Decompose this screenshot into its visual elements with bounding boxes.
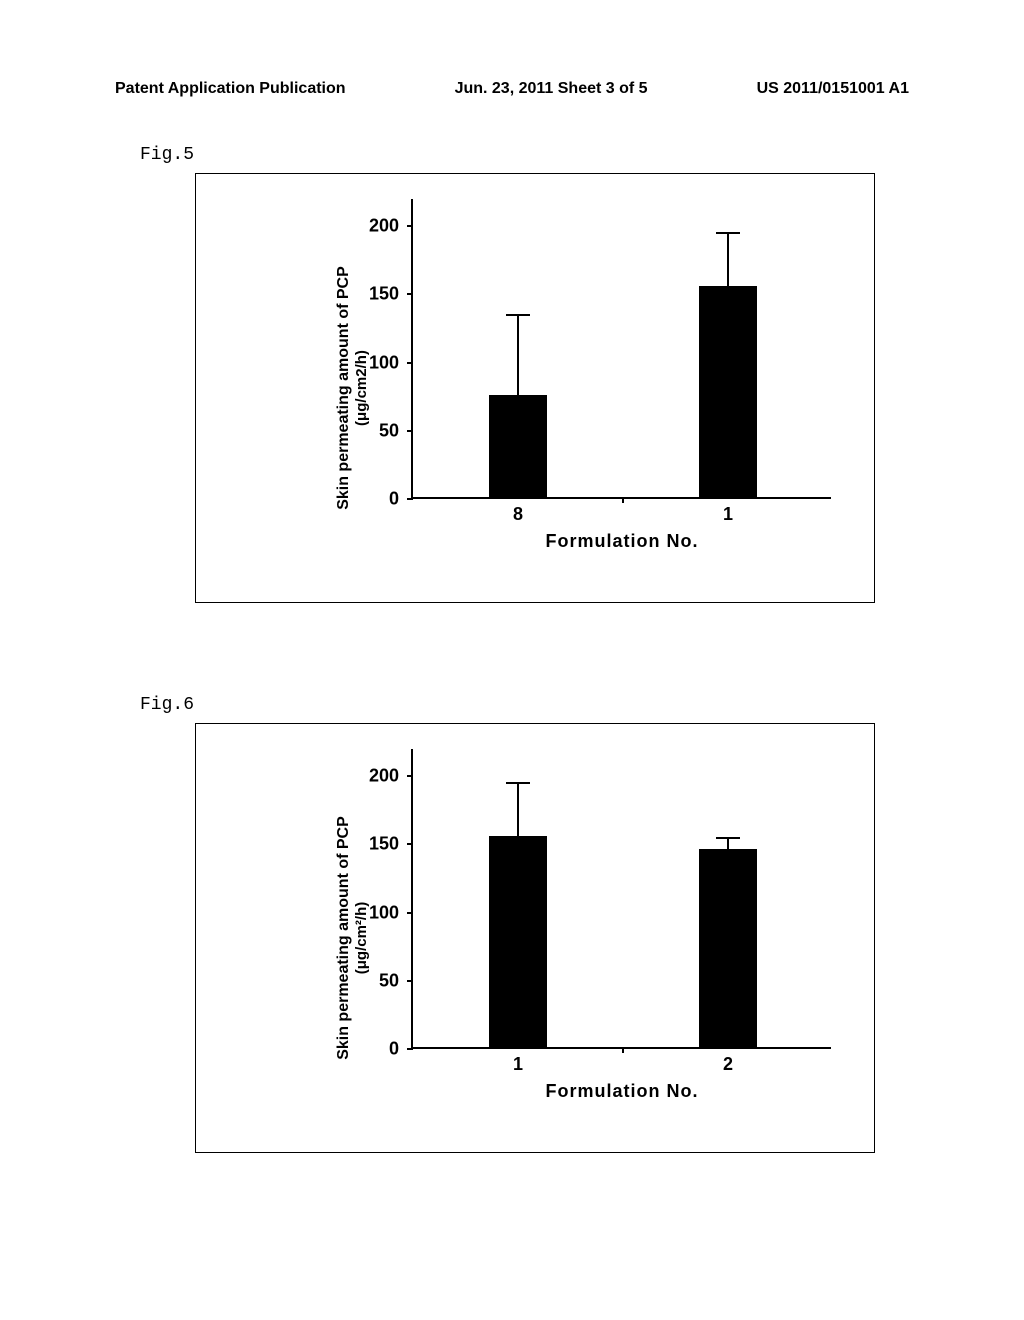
- xtick-label: 8: [513, 504, 523, 525]
- ytick-mark: [407, 775, 413, 777]
- xtick-label: 1: [723, 504, 733, 525]
- xtick-label: 1: [513, 1054, 523, 1075]
- error-cap: [506, 782, 530, 784]
- header-center: Jun. 23, 2011 Sheet 3 of 5: [455, 80, 648, 98]
- figure-5-chart: Skin permeating amount of PCP (μg/cm2/h)…: [195, 173, 875, 603]
- figure-6-label: Fig.6: [140, 695, 875, 715]
- ytick-label: 150: [369, 284, 399, 305]
- fig5-plot-area: Formulation No. 05010015020081: [411, 199, 831, 499]
- fig6-chart-inner: Formulation No. 05010015020012: [361, 749, 836, 1089]
- ytick-mark: [407, 430, 413, 432]
- ytick-label: 50: [379, 420, 399, 441]
- error-bar: [517, 783, 519, 838]
- figure-5-block: Fig.5 Skin permeating amount of PCP (μg/…: [140, 145, 875, 603]
- figure-5-label: Fig.5: [140, 145, 875, 165]
- xtick-label: 2: [723, 1054, 733, 1075]
- figure-6-chart: Skin permeating amount of PCP (μg/cm²/h)…: [195, 723, 875, 1153]
- ytick-label: 100: [369, 352, 399, 373]
- ytick-label: 200: [369, 766, 399, 787]
- error-bar: [727, 233, 729, 288]
- bar: [699, 286, 758, 497]
- fig5-chart-inner: Formulation No. 05010015020081: [361, 199, 836, 539]
- fig5-ylabel-main: Skin permeating amount of PCP: [334, 266, 353, 510]
- error-cap: [716, 837, 740, 839]
- error-cap: [716, 232, 740, 234]
- error-bar: [517, 315, 519, 397]
- fig6-xlabel: Formulation No.: [546, 1081, 699, 1102]
- fig5-xlabel: Formulation No.: [546, 531, 699, 552]
- ytick-label: 100: [369, 902, 399, 923]
- error-cap: [506, 314, 530, 316]
- bar: [489, 836, 548, 1047]
- ytick-mark: [407, 293, 413, 295]
- fig6-plot-area: Formulation No. 05010015020012: [411, 749, 831, 1049]
- ytick-mark: [407, 912, 413, 914]
- page-header: Patent Application Publication Jun. 23, …: [0, 80, 1024, 98]
- error-bar: [727, 838, 729, 852]
- fig6-ylabel-main: Skin permeating amount of PCP: [334, 816, 353, 1060]
- ytick-mark: [407, 980, 413, 982]
- ytick-label: 200: [369, 216, 399, 237]
- figure-6-block: Fig.6 Skin permeating amount of PCP (μg/…: [140, 695, 875, 1153]
- ytick-mark: [407, 225, 413, 227]
- ytick-mark: [407, 362, 413, 364]
- ytick-mark: [407, 843, 413, 845]
- ytick-label: 50: [379, 970, 399, 991]
- bar: [489, 395, 548, 497]
- ytick-label: 0: [389, 489, 399, 510]
- ytick-label: 150: [369, 834, 399, 855]
- ytick-mark: [407, 498, 413, 500]
- bar: [699, 849, 758, 1047]
- ytick-mark: [407, 1048, 413, 1050]
- header-left: Patent Application Publication: [115, 80, 346, 98]
- header-right: US 2011/0151001 A1: [757, 80, 909, 98]
- ytick-label: 0: [389, 1039, 399, 1060]
